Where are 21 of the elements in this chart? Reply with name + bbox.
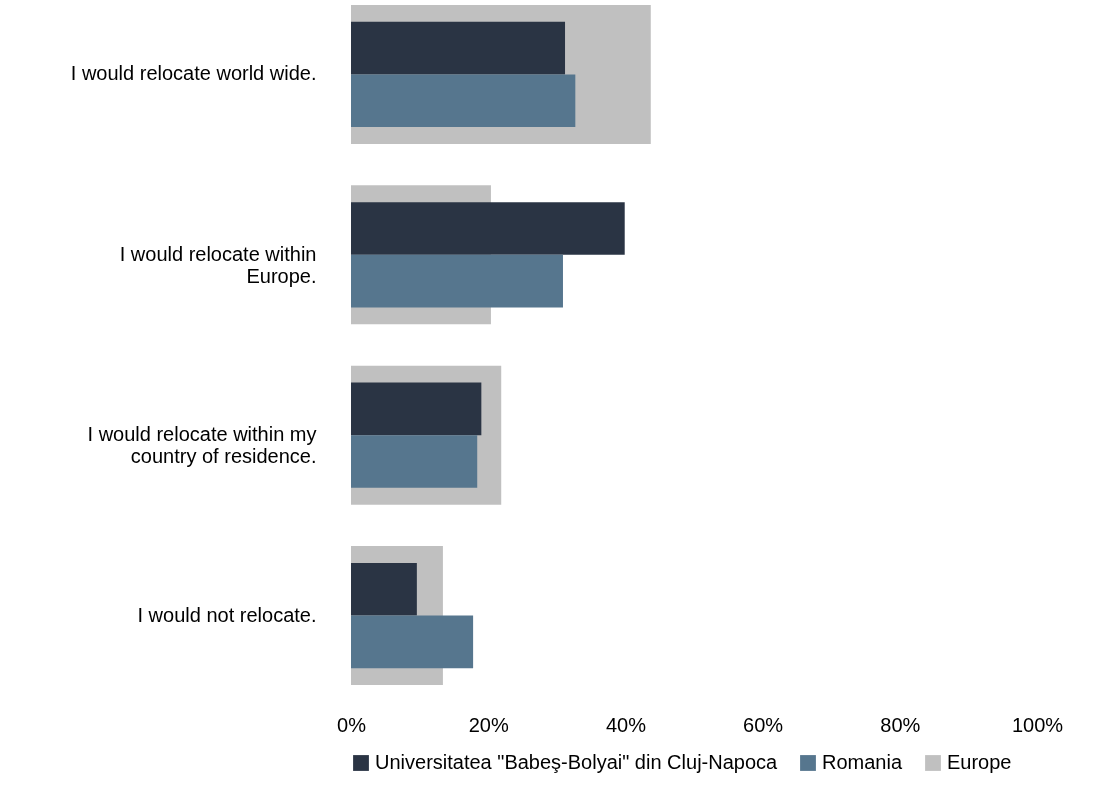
bar: [351, 562, 417, 616]
bar: [351, 202, 625, 255]
y-tick-label: I would relocate within Europe.: [119, 242, 317, 287]
x-tick-label: 60%: [743, 713, 784, 736]
x-tick-label: 20%: [468, 713, 509, 736]
bar: [351, 21, 566, 75]
bar: [351, 254, 563, 308]
bar: [351, 615, 474, 669]
bar: [351, 382, 482, 436]
y-tick-label: I would relocate within my country of residence.: [87, 423, 317, 468]
legend-label: Romania: [822, 751, 903, 773]
x-tick-label: 100%: [1011, 713, 1064, 736]
bar: [351, 435, 478, 488]
y-tick-label: I would not relocate.: [137, 603, 317, 626]
x-tick-label: 40%: [605, 713, 647, 736]
x-tick-label: 0%: [337, 713, 367, 736]
x-tick-label: 80%: [880, 713, 921, 736]
legend-label: Universitatea "Babeş-Bolyai" din Cluj-Napoca: [375, 751, 779, 773]
legend-label: Europe: [947, 751, 1012, 773]
y-tick-label: I would relocate world wide.: [70, 62, 317, 85]
bar: [351, 74, 576, 128]
